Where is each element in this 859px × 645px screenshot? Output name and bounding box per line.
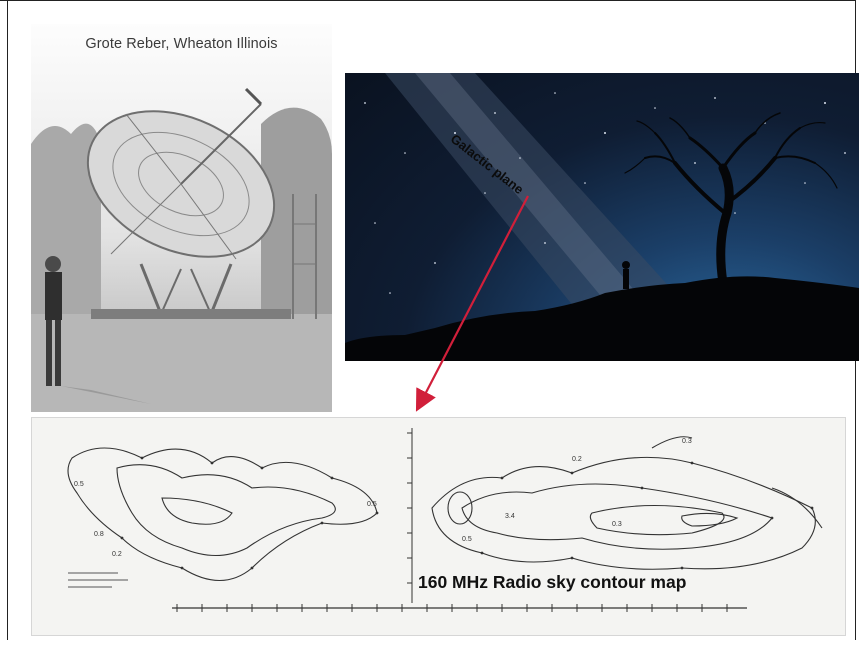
contour-label: 0.3 xyxy=(612,521,622,528)
contour-label: 0.2 xyxy=(112,551,122,558)
contour-map: 0.5 0.5 0.8 0.2 0.2 0.5 3.4 0.3 0.3 160 … xyxy=(31,417,846,636)
antenna-illustration xyxy=(31,87,332,412)
photo-caption: Grote Reber, Wheaton Illinois xyxy=(85,36,278,52)
reber-antenna-photo: Grote Reber, Wheaton Illinois xyxy=(31,24,332,412)
contour-label: 0.5 xyxy=(74,481,84,488)
contour-label: 0.8 xyxy=(94,531,104,538)
contour-label: 3.4 xyxy=(505,513,515,520)
contour-label: 0.5 xyxy=(367,501,377,508)
contour-label: 0.2 xyxy=(572,456,582,463)
contour-label: 0.3 xyxy=(682,438,692,445)
contour-drawing: 0.5 0.5 0.8 0.2 0.2 0.5 3.4 0.3 0.3 xyxy=(67,428,823,612)
slide-left-border xyxy=(7,0,8,640)
contour-map-title: 160 MHz Radio sky contour map xyxy=(418,572,687,592)
milky-way-photo: Galactic plane xyxy=(345,73,859,361)
contour-label: 0.5 xyxy=(462,536,472,543)
sky-illustration xyxy=(345,73,859,361)
